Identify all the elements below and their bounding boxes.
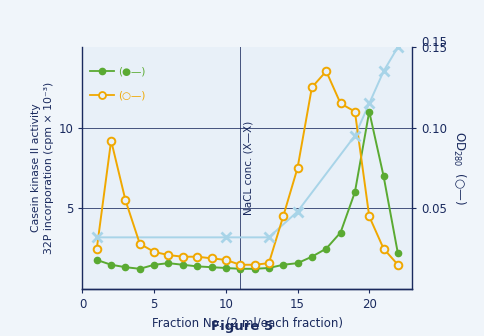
Text: (○—): (○—) [118,90,145,100]
X-axis label: Fraction No. (2 ml/each fraction): Fraction No. (2 ml/each fraction) [151,317,342,330]
Text: Figure 5: Figure 5 [211,320,273,333]
Y-axis label: OD$_{280}$  (○—): OD$_{280}$ (○—) [450,131,466,205]
Text: (●—): (●—) [118,66,145,76]
Y-axis label: Casein kinase II activity
32P incorporation (cpm × 10⁻³): Casein kinase II activity 32P incorporat… [31,82,54,254]
Text: NaCL conc. (X—X): NaCL conc. (X—X) [242,121,253,215]
Text: 0.15: 0.15 [420,36,446,48]
